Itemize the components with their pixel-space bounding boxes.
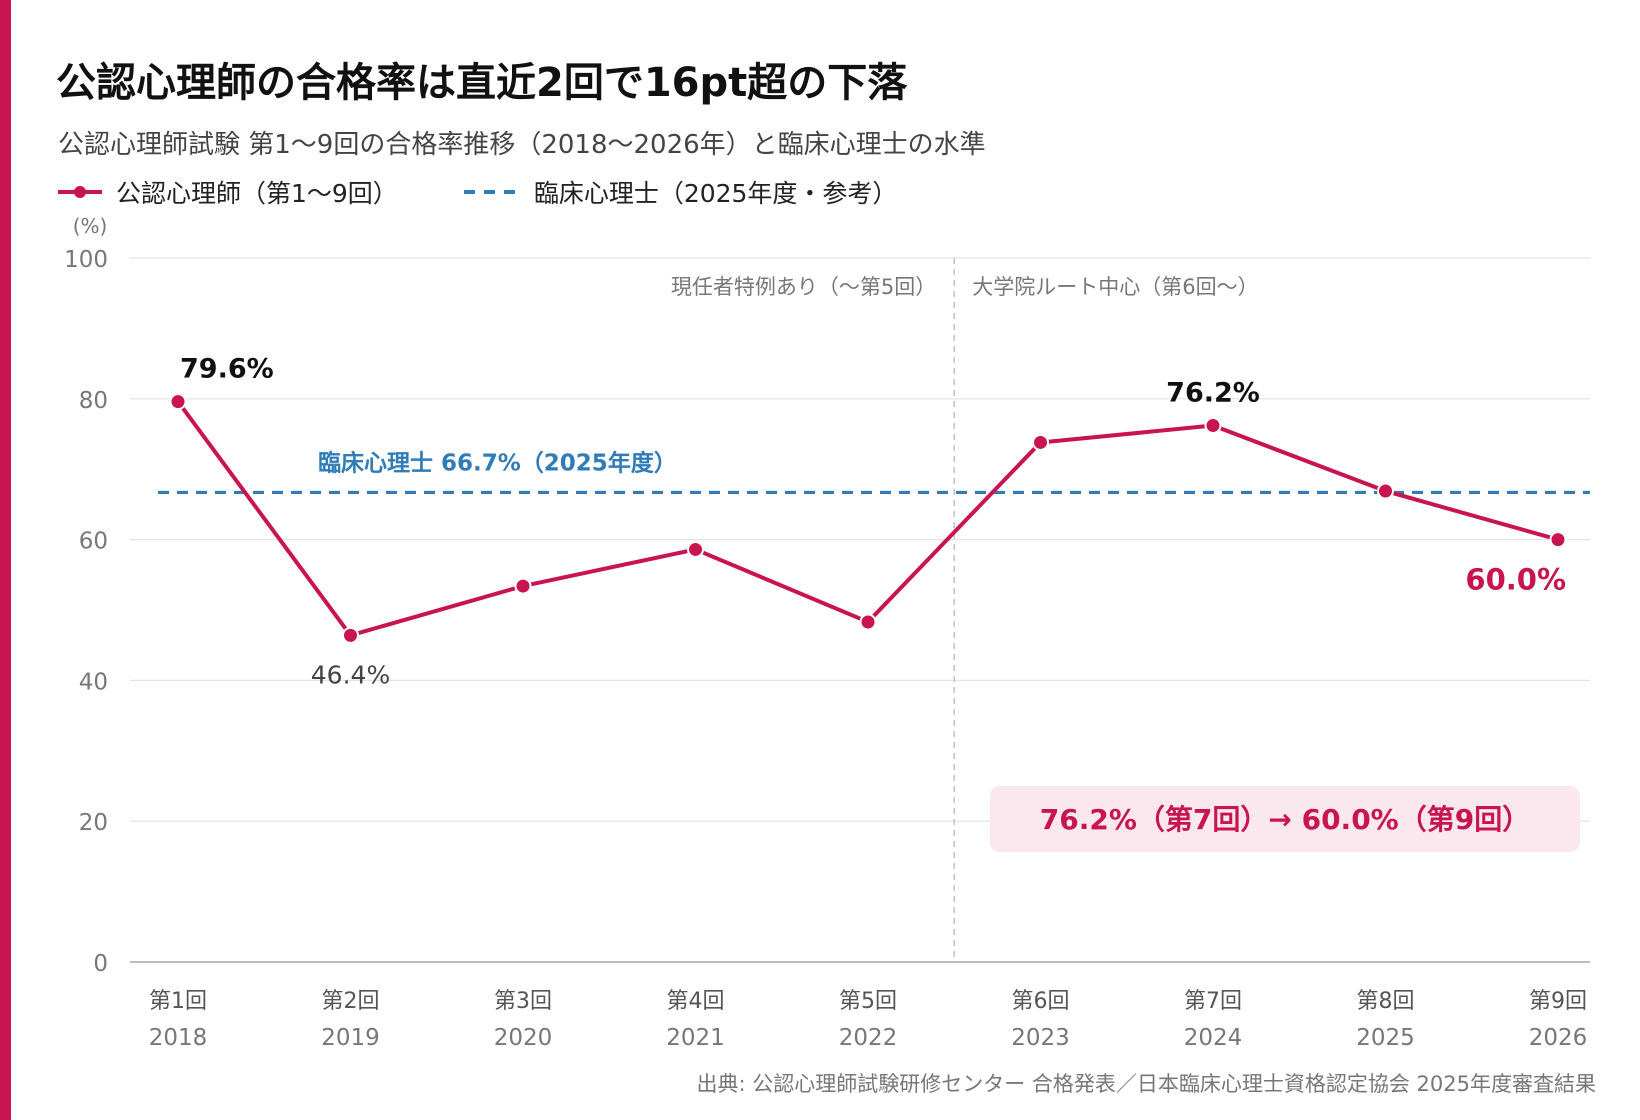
source-note: 出典: 公認心理師試験研修センター 合格発表／日本臨床心理士資格認定協会 202… (696, 1072, 1596, 1096)
y-tick-label: 80 (79, 388, 108, 414)
x-tick-label: 第2回 (322, 989, 380, 1014)
x-tick-label: 第6回 (1012, 989, 1070, 1014)
data-point (1032, 433, 1049, 451)
data-point (1549, 531, 1567, 549)
data-point (514, 577, 532, 595)
legend-swatch-series (58, 186, 102, 198)
x-tick-label: 第3回 (494, 989, 552, 1014)
legend-swatch-reference (463, 190, 520, 194)
y-axis-unit: (%) (73, 214, 108, 238)
x-tick-year: 2024 (1184, 1025, 1243, 1051)
callout-box (990, 786, 1580, 852)
series-line (176, 400, 1559, 638)
legend: 公認心理師（第1〜9回） 臨床心理士（2025年度・参考） (56, 172, 961, 212)
x-tick-year: 2022 (839, 1025, 898, 1051)
x-tick-year: 2020 (494, 1025, 553, 1051)
y-tick-label: 60 (79, 529, 108, 555)
data-point (169, 393, 187, 411)
x-tick-year: 2021 (666, 1025, 725, 1051)
legend-label-reference: 臨床心理士（2025年度・参考） (533, 179, 898, 208)
x-tick-year: 2019 (321, 1025, 380, 1051)
era-label-right: 大学院ルート中心（第6回〜） (972, 275, 1258, 299)
x-tick-year: 2026 (1529, 1025, 1588, 1051)
chart-subtitle: 公認心理師試験 第1〜9回の合格率推移（2018〜2026年）と臨床心理士の水準 (58, 130, 986, 160)
legend-label-series: 公認心理師（第1〜9回） (116, 179, 398, 208)
x-tick-year: 2025 (1356, 1025, 1415, 1051)
data-point (1204, 417, 1222, 435)
data-label-latest: 60.0% (1465, 563, 1566, 597)
y-tick-label: 40 (79, 669, 108, 695)
x-tick-label: 第1回 (149, 989, 207, 1014)
x-tick-label: 第9回 (1529, 989, 1587, 1014)
data-point (1377, 482, 1394, 500)
x-tick-label: 第4回 (667, 989, 725, 1014)
x-tick-year: 2023 (1011, 1025, 1070, 1051)
x-tick-label: 第5回 (839, 989, 897, 1014)
accent-bar (0, 0, 11, 1120)
x-tick-year: 2018 (149, 1025, 208, 1051)
data-label-low: 46.4% (311, 660, 390, 689)
reference-line-label: 臨床心理士 66.7%（2025年度） (318, 449, 677, 476)
legend-item-series: 公認心理師（第1〜9回） (56, 174, 398, 210)
x-tick-label: 第8回 (1357, 989, 1415, 1014)
legend-item-reference: 臨床心理士（2025年度・参考） (462, 174, 898, 210)
data-label-peak: 79.6% (180, 354, 274, 385)
data-label-recent-peak: 76.2% (1166, 378, 1260, 409)
data-point (859, 613, 877, 631)
data-point (687, 540, 704, 558)
y-tick-label: 0 (93, 951, 108, 977)
callout-text: 76.2%（第7回）→ 60.0%（第9回） (1040, 803, 1530, 836)
chart-title: 公認心理師の合格率は直近2回で16pt超の下落 (56, 60, 908, 106)
y-tick-label: 100 (64, 247, 108, 273)
x-tick-label: 第7回 (1184, 989, 1242, 1014)
data-point (342, 626, 359, 644)
era-label-left: 現任者特例あり（〜第5回） (671, 275, 936, 299)
y-tick-label: 20 (79, 810, 108, 836)
